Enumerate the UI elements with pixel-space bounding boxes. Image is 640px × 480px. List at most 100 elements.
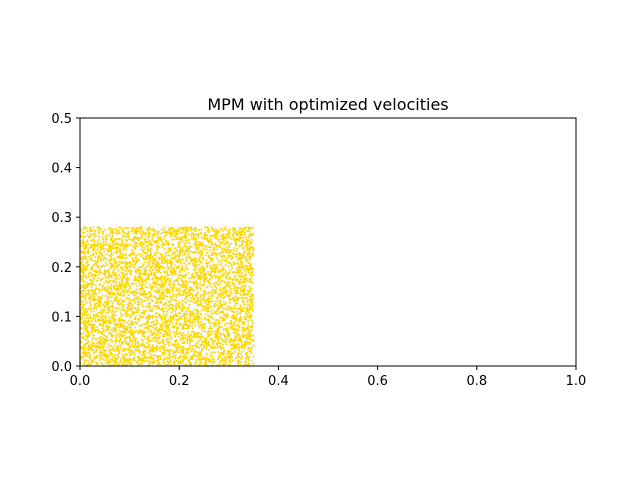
particle-point (220, 228, 223, 230)
particle-point (245, 256, 248, 259)
particle-point (185, 249, 188, 252)
particle-point (144, 296, 147, 299)
particle-point (147, 238, 150, 241)
particle-point (121, 252, 124, 255)
particle-point (112, 257, 115, 260)
particle-point (248, 280, 251, 283)
particle-point (116, 250, 118, 253)
particle-point (115, 241, 118, 244)
particle-point (243, 320, 246, 323)
particle-point (111, 358, 114, 361)
particle-point (136, 276, 139, 279)
particle-point (248, 314, 251, 317)
particle-point (151, 310, 154, 313)
particle-point (136, 284, 139, 287)
particle-point (162, 314, 165, 317)
particle-point (88, 272, 91, 275)
particle-point (132, 336, 135, 339)
particle-point (84, 294, 87, 297)
particle-point (123, 283, 126, 286)
particle-point (133, 246, 136, 249)
particle-point (185, 230, 188, 233)
particle-point (210, 345, 213, 348)
particle-point (83, 241, 86, 244)
particle-point (165, 340, 168, 343)
particle-point (97, 232, 100, 235)
particle-point (101, 362, 104, 365)
particle-point (183, 268, 186, 271)
particle-point (214, 339, 217, 342)
particle-point (173, 257, 176, 260)
particle-point (87, 331, 90, 334)
particle-point (143, 313, 146, 316)
particle-point (162, 237, 165, 240)
particle-point (144, 261, 147, 264)
particle-point (96, 356, 99, 359)
particle-point (84, 354, 87, 357)
particle-point (84, 338, 87, 341)
particle-point (224, 359, 227, 362)
particle-point (237, 325, 240, 328)
particle-point (190, 245, 193, 248)
particle-point (147, 359, 150, 362)
particle-point (135, 282, 138, 285)
particle-point (93, 334, 96, 337)
particle-point (130, 291, 133, 294)
particle-point (192, 310, 195, 313)
particle-point (228, 331, 231, 334)
particle-point (128, 347, 131, 350)
particle-point (130, 349, 133, 352)
particle-point (141, 344, 144, 347)
particle-point (250, 360, 253, 363)
particle-point (200, 309, 203, 312)
particle-point (87, 292, 90, 295)
particle-point (227, 284, 230, 287)
particle-point (191, 340, 194, 343)
particle-point (197, 269, 200, 272)
particle-point (171, 257, 174, 260)
particle-point (185, 234, 188, 237)
particle-point (122, 304, 125, 307)
particle-point (231, 255, 234, 258)
particle-point (236, 354, 239, 357)
particle-point (190, 250, 193, 253)
particle-point (216, 252, 219, 255)
particle-point (105, 240, 108, 243)
particle-point (115, 307, 118, 309)
particle-point (232, 235, 235, 238)
particle-point (138, 352, 141, 355)
particle-point (121, 290, 124, 293)
particle-point (107, 356, 110, 359)
particle-point (128, 265, 131, 268)
particle-point (243, 344, 246, 347)
particle-point (228, 268, 231, 271)
particle-point (138, 277, 141, 280)
particle-point (115, 347, 118, 350)
particle-point (81, 280, 84, 283)
particle-point (148, 243, 151, 246)
particle-point (155, 298, 158, 301)
particle-point (132, 266, 135, 269)
particle-point (99, 305, 102, 308)
particle-point (236, 247, 239, 250)
particle-point (168, 301, 171, 303)
particle-point (186, 338, 189, 341)
particle-point (88, 232, 91, 235)
particle-point (109, 274, 112, 277)
particle-point (132, 293, 135, 296)
particle-point (178, 291, 181, 294)
particle-point (128, 335, 131, 338)
particle-point (163, 361, 166, 364)
particle-point (165, 231, 168, 234)
particle-point (199, 287, 202, 290)
particle-point (137, 343, 140, 346)
particle-point (187, 291, 190, 294)
particle-point (137, 269, 140, 272)
particle-point (168, 344, 171, 347)
particle-point (128, 298, 131, 301)
particle-point (146, 296, 149, 299)
particle-point (81, 351, 84, 354)
particle-point (213, 346, 216, 349)
particle-point (83, 344, 86, 347)
particle-point (121, 243, 124, 246)
